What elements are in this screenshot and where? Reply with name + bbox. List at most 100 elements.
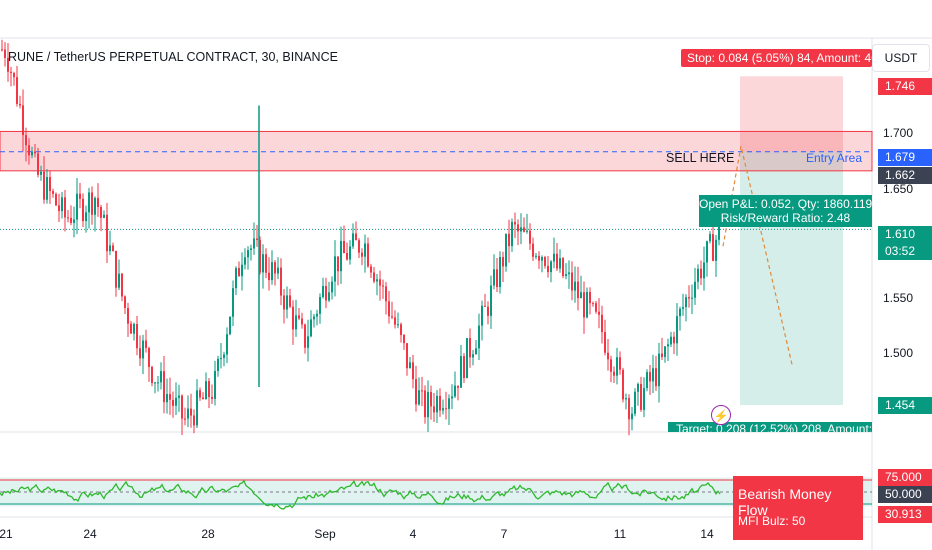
candle-body: [481, 305, 483, 326]
candle-body: [301, 318, 303, 325]
mfi-line: [0, 479, 721, 510]
currency-button[interactable]: USDT: [872, 44, 930, 72]
candle-body: [193, 415, 195, 426]
candle-body: [535, 255, 537, 257]
candle-body: [343, 240, 345, 253]
candle-body: [217, 358, 219, 371]
candle-body: [331, 281, 333, 293]
candle-body: [619, 357, 621, 370]
candle-body: [598, 311, 600, 315]
candle-body: [391, 316, 393, 318]
price-tick: 1.650: [883, 182, 914, 196]
candle-body: [16, 77, 18, 104]
candle-body: [190, 408, 192, 416]
candle-body: [7, 57, 9, 72]
candle-body: [199, 390, 201, 398]
price-tick: 1.700: [883, 126, 914, 140]
candle-body: [202, 397, 204, 400]
candle-body: [592, 303, 594, 305]
candle-body: [697, 268, 699, 282]
money-flow-legend[interactable]: Bearish Money Flow MFI Bulz: 50: [733, 476, 863, 540]
candle-body: [13, 73, 15, 78]
candle-body: [412, 362, 414, 380]
candle-body: [472, 354, 474, 358]
candle-body: [109, 245, 111, 252]
candle-body: [658, 353, 660, 387]
open-pnl-label: Open P&L: 0.052, Qty: 1860.119: [699, 197, 872, 211]
candle-body: [670, 336, 672, 345]
candle-body: [520, 227, 522, 232]
candle-body: [139, 348, 141, 359]
candle-body: [475, 348, 477, 355]
candle-body: [523, 227, 525, 232]
time-tick: 11: [613, 527, 627, 541]
candle-body: [37, 153, 39, 175]
money-flow-sub: MFI Bulz: 50: [738, 514, 806, 528]
candle-body: [379, 279, 381, 286]
target-label[interactable]: Target: 0.208 (12.52%) 208, Amount:: [668, 422, 872, 432]
money-flow-title: Bearish Money Flow: [738, 486, 832, 518]
candle-body: [505, 233, 507, 267]
candle-body: [352, 233, 354, 247]
candle-body: [175, 397, 177, 406]
candle-body: [427, 392, 429, 418]
stop-loss-label[interactable]: Stop: 0.084 (5.05%) 84, Amount: 46: [681, 49, 872, 67]
candle-body: [112, 245, 114, 252]
candle-body: [394, 317, 396, 325]
flash-icon[interactable]: ⚡: [711, 405, 731, 425]
candle-body: [268, 272, 270, 281]
candle-body: [604, 332, 606, 353]
candle-body: [367, 243, 369, 267]
candle-body: [67, 217, 69, 219]
candle-body: [676, 316, 678, 344]
candle-body: [589, 291, 591, 304]
candle-body: [244, 257, 246, 265]
chart-ticker-title: RUNE / TetherUS PERPETUAL CONTRACT, 30, …: [8, 50, 338, 64]
candle-body: [220, 358, 222, 360]
mfi-level-low: 30.913: [878, 506, 932, 523]
candle-body: [490, 285, 492, 316]
candle-body: [715, 239, 717, 261]
candle-body: [643, 388, 645, 410]
candle-body: [550, 261, 552, 273]
candle-body: [115, 251, 117, 288]
candle-body: [10, 71, 12, 74]
candle-body: [349, 246, 351, 260]
candle-body: [226, 334, 228, 355]
target-zone: [740, 151, 843, 405]
candle-body: [40, 171, 42, 175]
candle-body: [586, 291, 588, 318]
candle-body: [70, 217, 72, 223]
candle-body: [88, 192, 90, 213]
candle-body: [235, 268, 237, 289]
candle-body: [655, 368, 657, 387]
candle-body: [397, 324, 399, 326]
candle-body: [91, 192, 93, 215]
candle-body: [166, 393, 168, 403]
time-tick: 24: [83, 527, 97, 541]
candle-body: [253, 238, 255, 249]
candle-body: [49, 177, 51, 192]
mfi-pane: [0, 477, 872, 510]
candle-body: [649, 372, 651, 382]
candle-body: [214, 370, 216, 399]
candle-body: [247, 250, 249, 258]
projection-path: [722, 145, 793, 365]
candle-body: [76, 193, 78, 220]
pnl-box[interactable]: Open P&L: 0.052, Qty: 1860.119 Risk/Rewa…: [699, 195, 872, 227]
candle-body: [544, 257, 546, 266]
candle-body: [73, 219, 75, 223]
candle-body: [34, 151, 36, 154]
candle-body: [94, 197, 96, 215]
candle-body: [457, 385, 459, 388]
candle-body: [160, 371, 162, 383]
candle-body: [451, 396, 453, 399]
candle-body: [547, 265, 549, 273]
candle-body: [61, 197, 63, 212]
candle-body: [4, 49, 6, 58]
candle-body: [508, 233, 510, 247]
candle-body: [415, 379, 417, 405]
candle-body: [499, 257, 501, 288]
candle-body: [19, 103, 21, 106]
